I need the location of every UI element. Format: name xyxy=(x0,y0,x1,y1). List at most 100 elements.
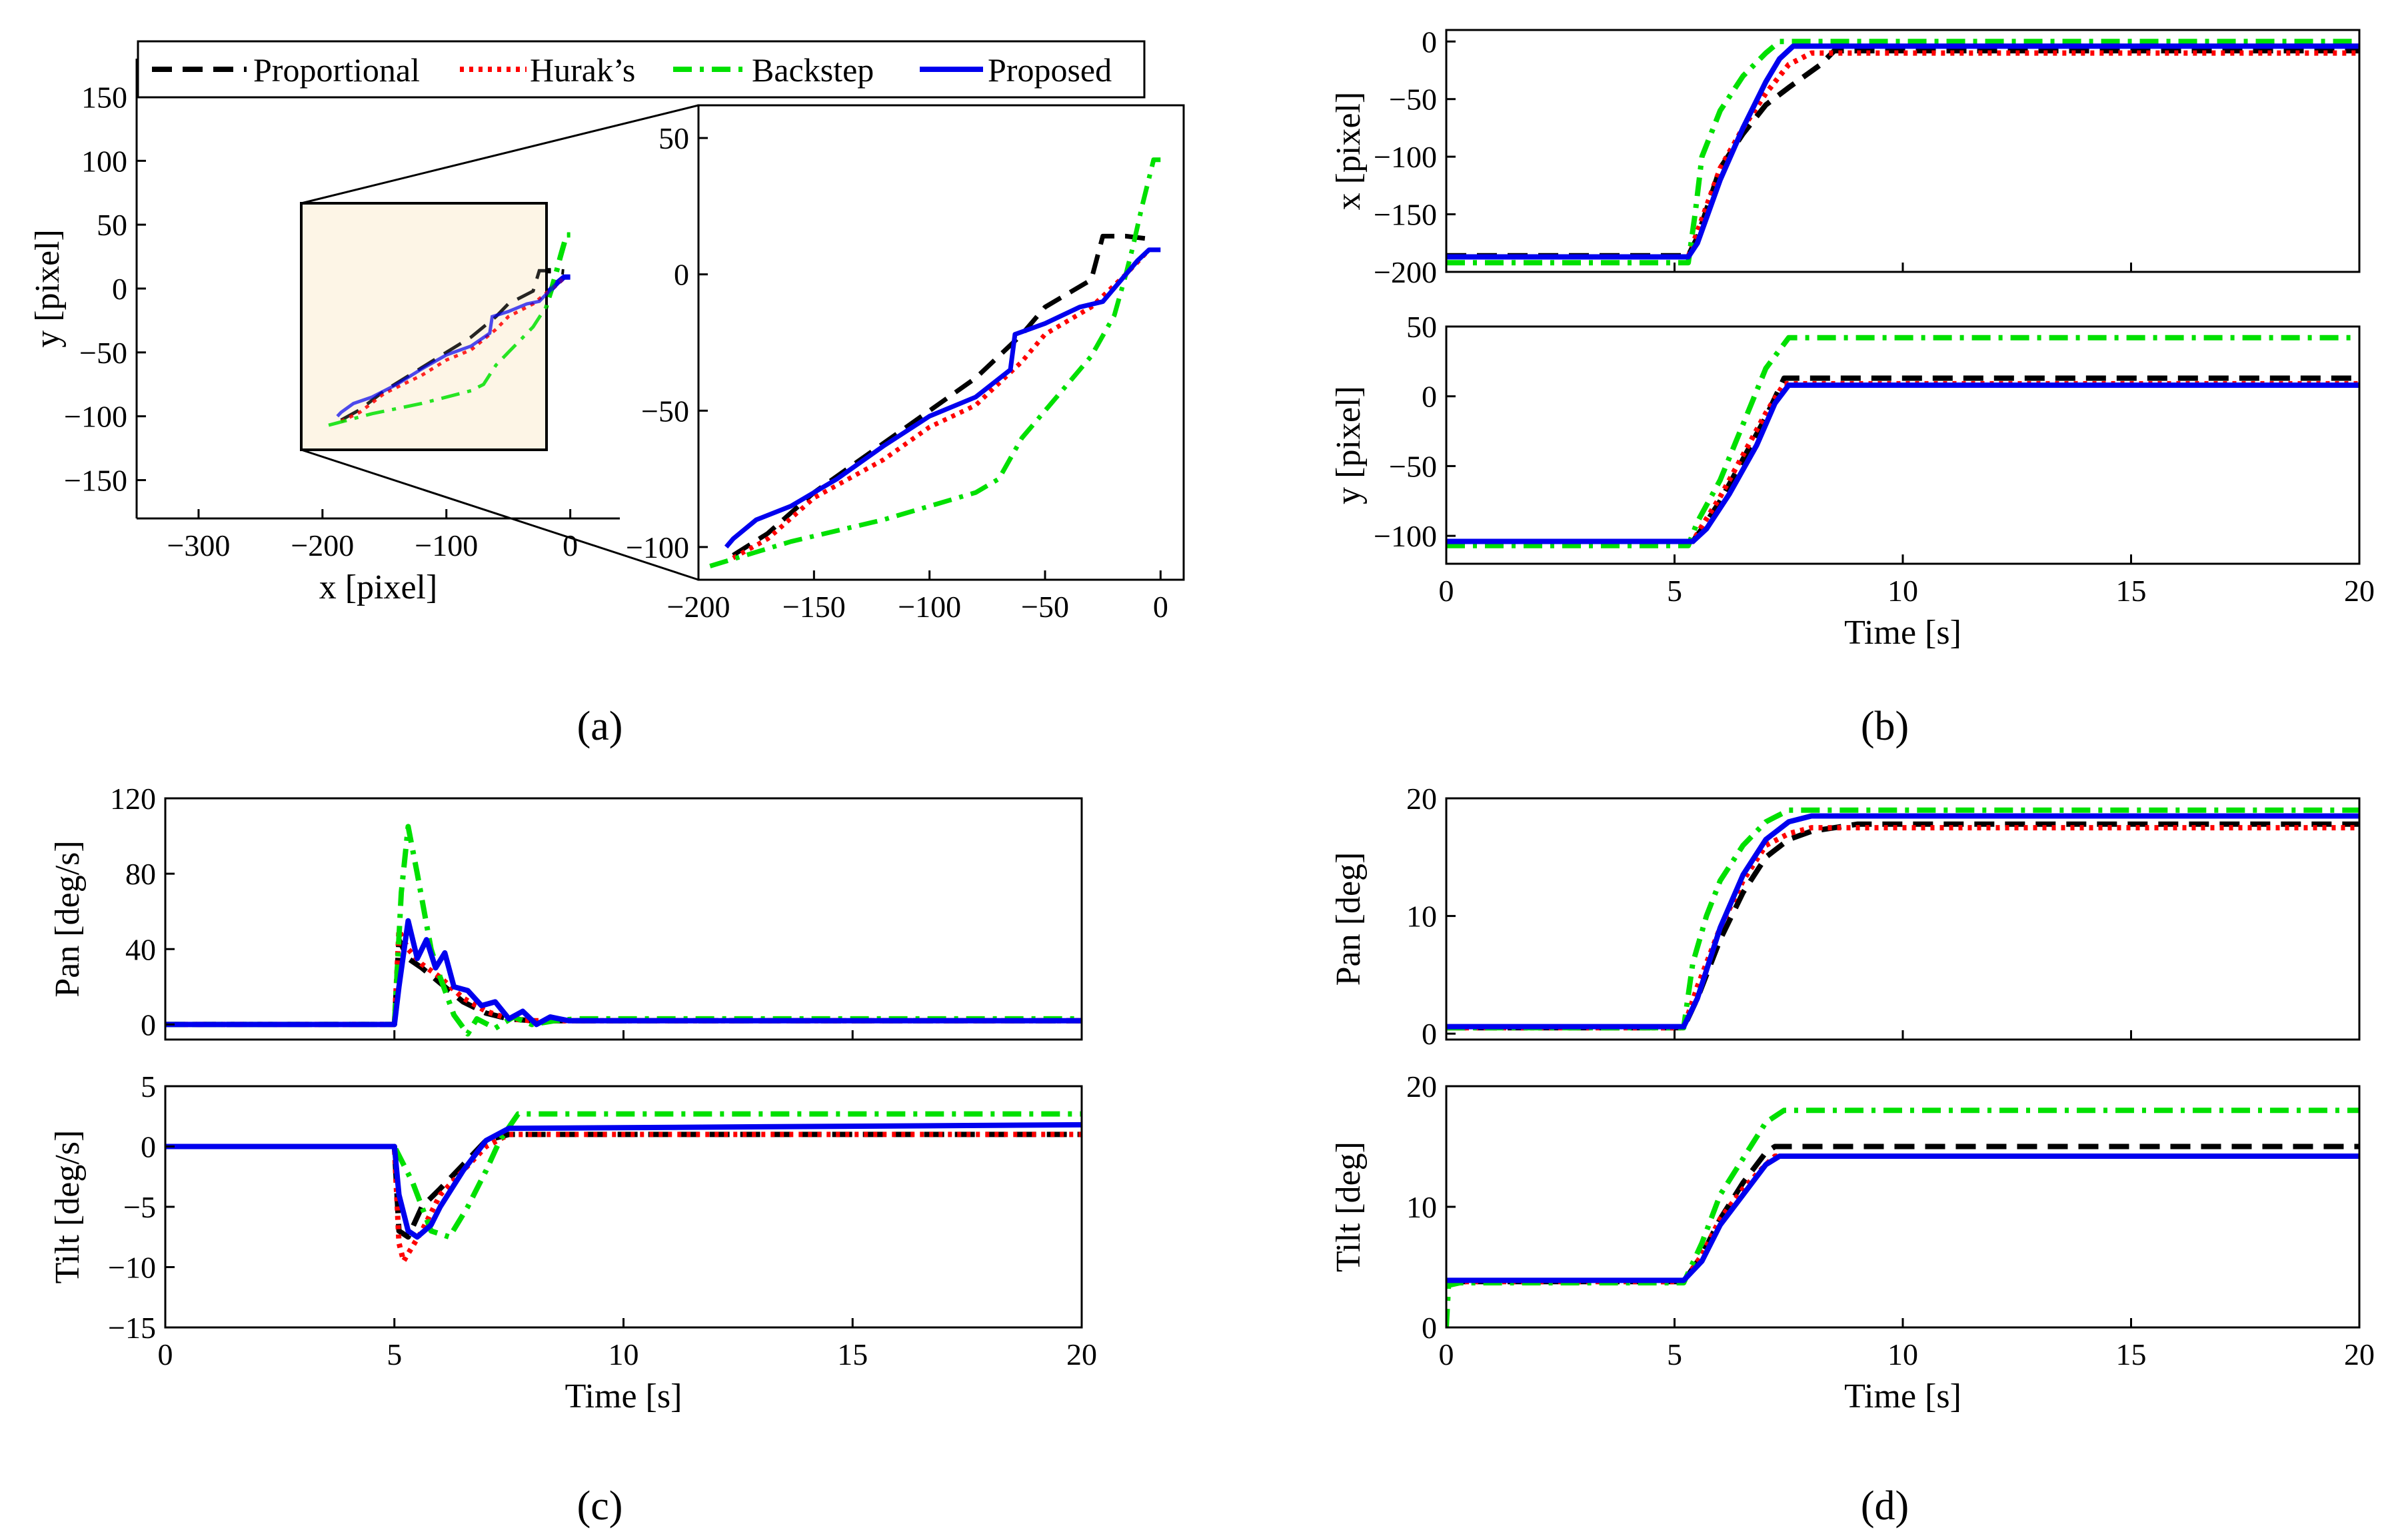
x-tick-label: −100 xyxy=(415,528,478,562)
series-line-hurak-s-b-x xyxy=(1446,50,2359,260)
series-group-d-tilt xyxy=(1446,1108,2359,1327)
y-tick-label: 50 xyxy=(658,121,689,155)
y-tick-label: 20 xyxy=(1406,1070,1437,1104)
y-tick-label: −50 xyxy=(79,336,127,370)
inset-series-proposed xyxy=(336,275,571,418)
y-tick-label: −50 xyxy=(1389,449,1437,483)
series-group-b-y xyxy=(1446,335,2359,548)
series-line-backstep-d-pan xyxy=(1446,807,2359,1031)
y-axis-label: Tilt [deg/s] xyxy=(49,1130,87,1284)
x-axis-label: Time [s] xyxy=(1844,1377,1961,1415)
y-tick-label: −150 xyxy=(1374,198,1437,232)
series-line-proposed-b-y xyxy=(1446,383,2359,544)
y-tick-label: −10 xyxy=(108,1251,156,1285)
x-tick-label: 0 xyxy=(158,1337,173,1371)
chart-b-x: −200 −150 −100 −50 0 x [pixel] xyxy=(1330,25,2361,289)
panel-label-b: (b) xyxy=(1861,704,1909,749)
x-tick-label: 20 xyxy=(2344,1337,2375,1371)
x-tick-label: 20 xyxy=(2344,574,2375,608)
x-tick-label: −300 xyxy=(167,528,230,562)
legend-label-backstep: Backstep xyxy=(752,51,874,89)
y-tick-label: 0 xyxy=(141,1130,156,1164)
y-tick-label: 0 xyxy=(112,272,127,306)
y-tick-label: 150 xyxy=(81,81,127,115)
axes-frame-d-tilt xyxy=(1445,1085,2361,1329)
x-axis-label: Time [s] xyxy=(565,1377,682,1415)
series-line-proportional-b-x xyxy=(1446,48,2359,259)
y-tick-label: 10 xyxy=(1406,900,1437,934)
x-tick-label: 5 xyxy=(1667,1337,1682,1371)
series-line-hurak-s-b-y xyxy=(1446,381,2359,544)
y-axis-label: y [pixel] xyxy=(1330,386,1368,504)
x-tick-label: −200 xyxy=(667,590,730,624)
series-group-c-pan xyxy=(165,824,1082,1037)
axes-frame-c-tilt xyxy=(164,1085,1083,1329)
zoom-inset xyxy=(300,104,699,581)
series-group-a-zoom xyxy=(709,157,1161,568)
x-tick-label: 0 xyxy=(1439,1337,1454,1371)
series-line-proposed-d-tilt xyxy=(1446,1154,2359,1283)
panel-d: 0 10 20 Pan [deg] 0 5 10 15 20 0 10 20 Time [s] Tilt … xyxy=(1330,782,2375,1415)
series-group-b-x xyxy=(1446,39,2359,266)
series-group-c-tilt xyxy=(165,1111,1082,1264)
y-tick-label: 0 xyxy=(1422,380,1437,414)
axes-frame-a-zoom xyxy=(697,104,1185,581)
x-tick-label: 0 xyxy=(1153,590,1168,624)
y-tick-label: 5 xyxy=(141,1070,156,1104)
y-tick-label: −5 xyxy=(123,1190,156,1224)
chart-c-pan: 0 40 80 120 Pan [deg/s] xyxy=(49,782,1083,1042)
legend-label-proposed: Proposed xyxy=(988,51,1112,89)
x-tick-label: 5 xyxy=(387,1337,402,1371)
series-line-proportional-d-tilt xyxy=(1446,1144,2359,1285)
y-tick-label: 50 xyxy=(1406,310,1437,344)
y-axis-label: Pan [deg/s] xyxy=(49,840,87,997)
y-tick-label: −50 xyxy=(641,394,689,428)
y-tick-label: 100 xyxy=(81,144,127,178)
legend-label-huraks: Hurak’s xyxy=(530,51,635,89)
y-tick-label: 120 xyxy=(110,782,156,816)
series-line-hurak-s-c-tilt xyxy=(165,1132,1082,1264)
series-line-proportional-a-zoom xyxy=(732,233,1150,558)
panel-a: −300 −200 −100 0 −150 −100 −50 0 50 100 150 x [pixe… xyxy=(29,59,1185,624)
y-tick-label: 0 xyxy=(1422,1311,1437,1345)
axes-frame-d-pan xyxy=(1445,797,2361,1041)
y-tick-label: −100 xyxy=(1374,519,1437,553)
x-tick-label: 10 xyxy=(1887,574,1918,608)
series-group-d-pan xyxy=(1446,807,2359,1031)
series-line-backstep-b-x xyxy=(1446,39,2359,266)
panel-label-d: (d) xyxy=(1861,1483,1909,1529)
series-line-proposed-d-pan xyxy=(1446,813,2359,1030)
x-tick-label: 15 xyxy=(837,1337,868,1371)
y-tick-label: 0 xyxy=(141,1008,156,1042)
x-tick-label: −100 xyxy=(898,590,961,624)
y-tick-label: 10 xyxy=(1406,1190,1437,1224)
y-tick-label: 0 xyxy=(674,258,689,292)
series-line-backstep-c-pan xyxy=(165,824,1082,1037)
series-line-proportional-b-y xyxy=(1446,375,2359,544)
y-tick-label: −15 xyxy=(108,1311,156,1345)
y-tick-label: 20 xyxy=(1406,782,1437,816)
x-tick-label: 0 xyxy=(1439,574,1454,608)
series-line-hurak-s-d-pan xyxy=(1446,825,2359,1031)
y-axis-label: y [pixel] xyxy=(29,229,67,348)
series-line-proportional-c-tilt xyxy=(165,1132,1082,1240)
series-line-hurak-s-d-tilt xyxy=(1446,1154,2359,1285)
y-tick-label: 40 xyxy=(125,932,156,966)
series-line-proposed-c-pan xyxy=(165,918,1082,1028)
series-line-backstep-a-zoom xyxy=(709,157,1161,568)
y-axis-label: Pan [deg] xyxy=(1330,852,1368,986)
series-line-proportional-c-pan xyxy=(165,937,1082,1028)
series-line-proportional-d-pan xyxy=(1446,821,2359,1031)
y-tick-label: −100 xyxy=(64,400,127,434)
chart-c-tilt: 0 5 10 15 20 −15 −10 −5 0 5 Time [s] Tilt [deg/s] xyxy=(49,1070,1097,1415)
panel-c: 0 40 80 120 Pan [deg/s] 0 5 10 15 20 −15 −10 −5 0 5 Tim… xyxy=(49,782,1097,1415)
chart-d-pan: 0 10 20 Pan [deg] xyxy=(1330,782,2361,1051)
x-tick-label: 10 xyxy=(608,1337,639,1371)
connector-line-top xyxy=(301,104,699,205)
chart-d-tilt: 0 5 10 15 20 0 10 20 Time [s] Tilt [deg] xyxy=(1330,1070,2375,1415)
x-tick-label: 15 xyxy=(2116,1337,2147,1371)
y-tick-label: 0 xyxy=(1422,1017,1437,1051)
y-tick-label: −50 xyxy=(1389,83,1437,117)
x-tick-label: 5 xyxy=(1667,574,1682,608)
